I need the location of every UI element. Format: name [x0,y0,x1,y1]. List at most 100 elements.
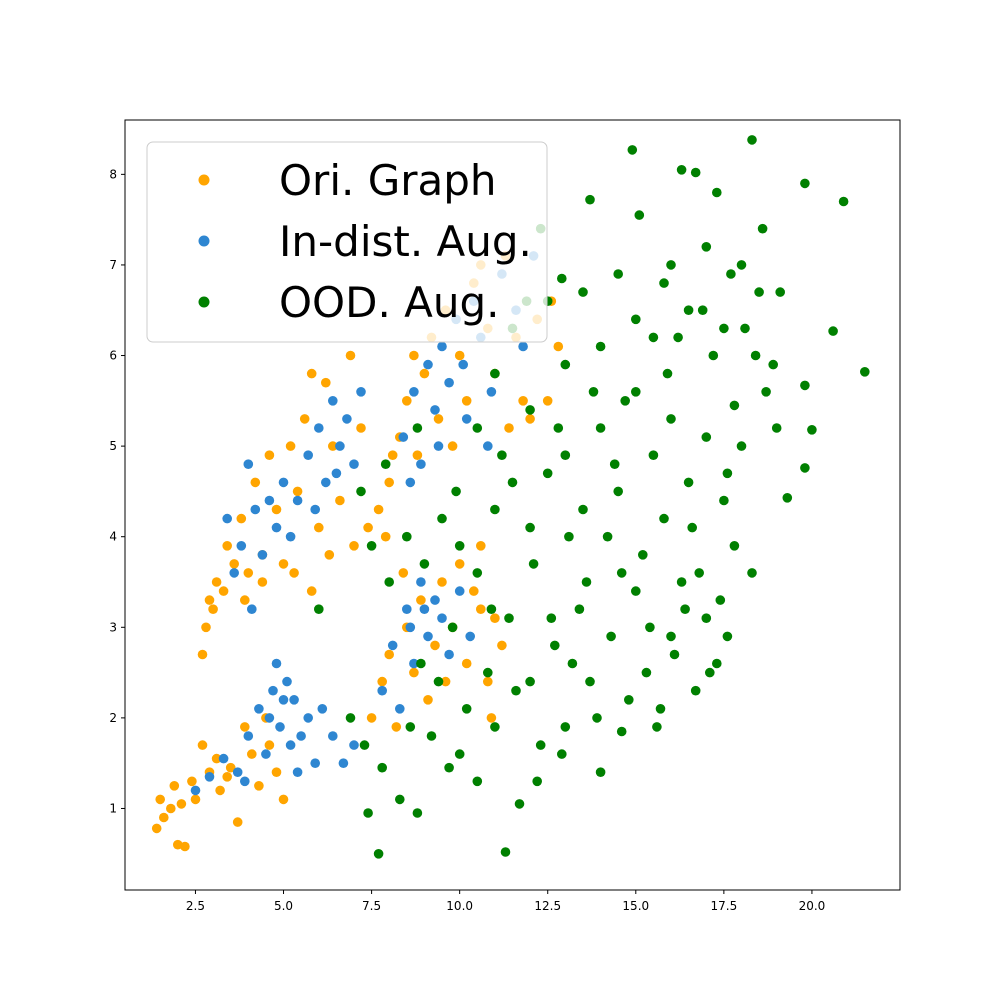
data-point [800,178,810,189]
data-point [624,695,634,705]
data-point [683,477,694,488]
data-point [588,387,599,397]
data-point [507,477,518,488]
data-point [331,468,342,479]
data-point [726,269,736,279]
data-point [225,762,236,773]
data-point [169,781,180,791]
data-point [701,613,712,623]
data-point [377,685,388,696]
data-point [356,486,366,497]
data-point [201,622,211,633]
data-point [631,586,641,596]
data-point [243,731,254,741]
data-point [490,613,500,623]
data-point [426,731,437,741]
data-point [648,450,659,461]
data-point [416,658,426,669]
data-point [204,772,215,782]
data-point [860,367,870,377]
y-axis: 1 2 3 4 5 6 7 8 [109,167,125,815]
data-point [581,577,592,587]
data-point [444,377,454,388]
data-point [525,522,535,533]
data-point [377,762,388,773]
data-point [395,704,405,714]
legend-box [146,141,548,343]
data-point [222,772,232,782]
data-point [328,731,338,741]
data-point [236,541,247,551]
data-point [243,459,254,470]
data-point [595,423,606,433]
data-point [645,622,655,633]
data-point [268,685,278,696]
y-tick-label: 3 [109,620,117,634]
data-point [384,577,395,587]
data-point [278,477,289,488]
data-point [218,753,229,764]
data-point [229,559,239,569]
data-point [366,541,377,551]
data-point [828,326,838,336]
data-point [292,486,303,497]
data-point [736,441,747,451]
data-point [454,541,465,551]
data-point [461,414,472,424]
data-point [398,568,409,578]
data-point [595,341,606,352]
data-point [366,713,377,723]
data-point [335,495,345,506]
series-3 [314,135,870,859]
data-point [722,468,733,479]
data-point [461,658,472,669]
data-point [532,776,542,787]
x-tick-label: 12.5 [534,899,561,913]
data-point [483,441,493,451]
x-tick-label: 10.0 [446,899,473,913]
data-point [328,441,338,451]
data-point [254,704,264,714]
data-point [500,847,511,857]
data-point [349,541,359,551]
data-point [454,586,465,596]
data-point [729,541,740,551]
data-point [631,314,641,325]
legend-label: In-dist. Aug. [279,217,532,266]
data-point [627,145,638,155]
data-point [285,441,296,451]
data-point [694,568,704,578]
y-tick-label: 7 [109,258,117,272]
data-point [264,450,275,461]
data-point [377,676,388,687]
data-point [690,685,701,696]
data-point [736,260,747,270]
data-point [257,550,268,560]
data-point [402,604,412,614]
y-tick-label: 6 [109,349,117,363]
data-point [384,477,395,488]
data-point [292,495,303,506]
data-point [240,776,250,787]
data-point [278,794,289,805]
data-point [373,504,384,515]
data-point [402,531,412,542]
data-point [243,568,254,578]
data-point [659,278,669,288]
data-point [747,135,757,145]
data-point [151,823,162,834]
data-point [250,504,261,515]
data-point [465,631,476,642]
data-point [416,595,426,605]
legend-marker [198,296,210,308]
data-point [240,595,250,605]
data-point [697,305,708,316]
data-point [314,423,324,433]
data-point [222,541,232,551]
data-point [409,350,419,361]
data-point [197,649,208,660]
data-point [567,658,578,669]
data-point [166,803,176,814]
data-point [363,522,373,533]
